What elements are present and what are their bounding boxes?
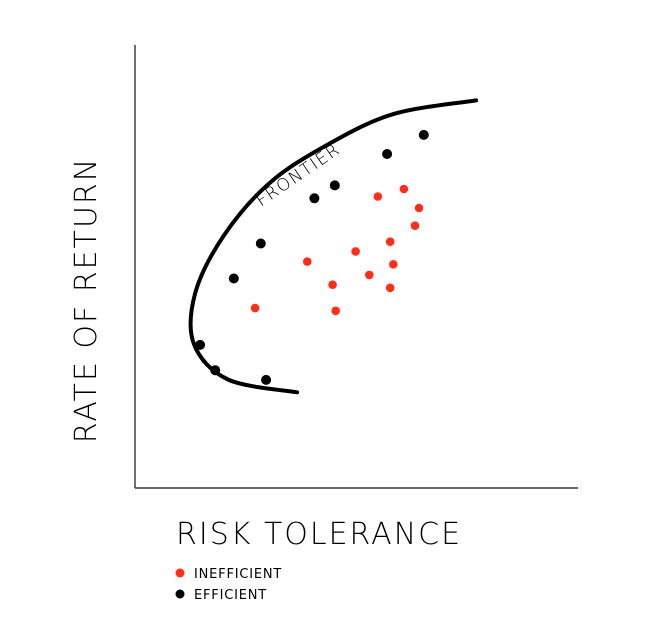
point-inefficient-5 <box>351 247 360 256</box>
y-axis-title: RATE OF RETURN <box>69 157 104 443</box>
legend-swatch-efficient <box>175 589 185 599</box>
frontier-label: FRONTIER <box>253 139 345 211</box>
point-inefficient-13 <box>414 203 424 213</box>
point-inefficient-6 <box>365 270 374 280</box>
point-efficient-9 <box>418 129 429 140</box>
point-efficient-7 <box>329 180 340 191</box>
x-axis-title: RISK TOLERANCE <box>176 517 462 552</box>
point-inefficient-10 <box>389 260 398 269</box>
point-inefficient-4 <box>331 306 341 316</box>
point-efficient-1 <box>195 339 206 350</box>
point-inefficient-9 <box>385 283 395 293</box>
legend-swatch-inefficient <box>175 568 185 578</box>
data-points <box>195 129 429 385</box>
point-inefficient-1 <box>250 303 260 313</box>
legend-label-efficient: EFFICIENT <box>194 588 267 603</box>
point-inefficient-3 <box>328 280 337 290</box>
point-inefficient-11 <box>399 184 409 194</box>
point-efficient-4 <box>255 238 266 249</box>
point-efficient-2 <box>210 365 221 376</box>
point-inefficient-12 <box>410 221 420 230</box>
point-inefficient-8 <box>385 237 395 246</box>
point-efficient-6 <box>309 193 320 204</box>
point-inefficient-7 <box>373 192 383 201</box>
legend-label-inefficient: INEFFICIENT <box>194 567 282 582</box>
point-efficient-5 <box>261 374 272 385</box>
point-efficient-8 <box>382 149 393 159</box>
legend: INEFFICIENT EFFICIENT <box>175 567 282 603</box>
point-efficient-3 <box>228 273 239 284</box>
frontier-label-text: FRONTIER <box>253 139 343 211</box>
point-inefficient-2 <box>303 257 312 266</box>
